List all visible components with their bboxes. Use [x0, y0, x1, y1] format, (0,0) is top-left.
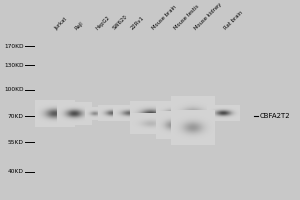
Text: HepG2: HepG2	[94, 15, 111, 31]
Text: 170KD: 170KD	[4, 44, 24, 49]
Text: 55KD: 55KD	[8, 140, 24, 145]
Text: 40KD: 40KD	[8, 169, 24, 174]
Text: 70KD: 70KD	[8, 114, 24, 119]
Text: Mouse brain: Mouse brain	[151, 4, 178, 31]
Text: Mouse testis: Mouse testis	[173, 4, 200, 31]
Text: 100KD: 100KD	[4, 87, 24, 92]
Text: SW620: SW620	[112, 14, 129, 31]
Text: Mouse kidney: Mouse kidney	[193, 2, 222, 31]
Text: 130KD: 130KD	[4, 63, 24, 68]
Text: Rajl: Rajl	[74, 20, 85, 31]
Text: CBFA2T2: CBFA2T2	[260, 113, 290, 119]
Text: Rat brain: Rat brain	[224, 10, 244, 31]
Text: Jurkat: Jurkat	[54, 16, 69, 31]
Text: 22Rv1: 22Rv1	[129, 15, 145, 31]
